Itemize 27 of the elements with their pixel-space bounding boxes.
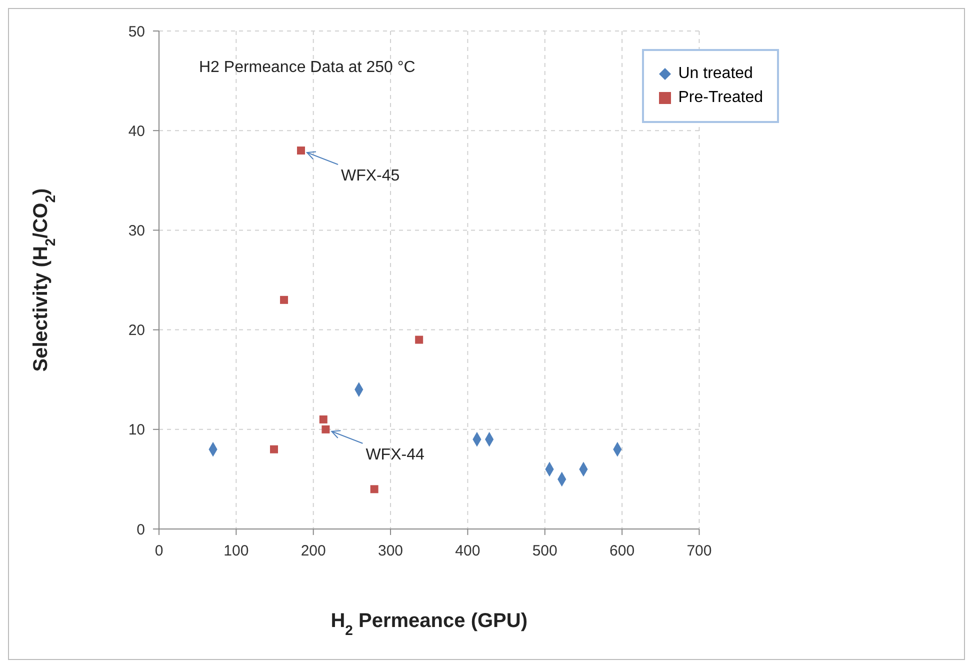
- annotation: H2 Permeance Data at 250 °C: [199, 59, 416, 77]
- legend-label: Pre-Treated: [678, 89, 763, 107]
- point: [297, 146, 305, 155]
- point: [415, 336, 424, 344]
- y-tick-label: 50: [128, 23, 145, 40]
- point: [280, 296, 288, 304]
- point: [370, 485, 378, 494]
- annotation: WFX-44: [366, 446, 424, 464]
- x-tick-label: 100: [224, 542, 249, 560]
- x-tick-label: 300: [378, 542, 404, 560]
- y-tick-label: 10: [128, 422, 145, 439]
- point: [319, 415, 328, 424]
- x-tick-label: 400: [455, 542, 480, 560]
- x-tick-label: 600: [610, 542, 635, 560]
- point: [270, 445, 278, 454]
- y-tick-label: 40: [128, 122, 145, 140]
- y-tick-label: 20: [128, 322, 145, 340]
- x-tick-label: 0: [154, 542, 164, 560]
- y-tick-label: 30: [128, 222, 145, 240]
- point: [322, 425, 330, 434]
- x-tick-label: 200: [300, 542, 326, 560]
- legend-label: Un treated: [678, 65, 753, 83]
- x-axis-title: H$_{2}$ Permeance (GPU): [330, 610, 528, 638]
- y-tick-label: 0: [136, 521, 145, 538]
- annotation: WFX-45: [341, 168, 400, 185]
- x-tick-label: 500: [532, 542, 558, 560]
- x-tick-label: 700: [686, 542, 712, 560]
